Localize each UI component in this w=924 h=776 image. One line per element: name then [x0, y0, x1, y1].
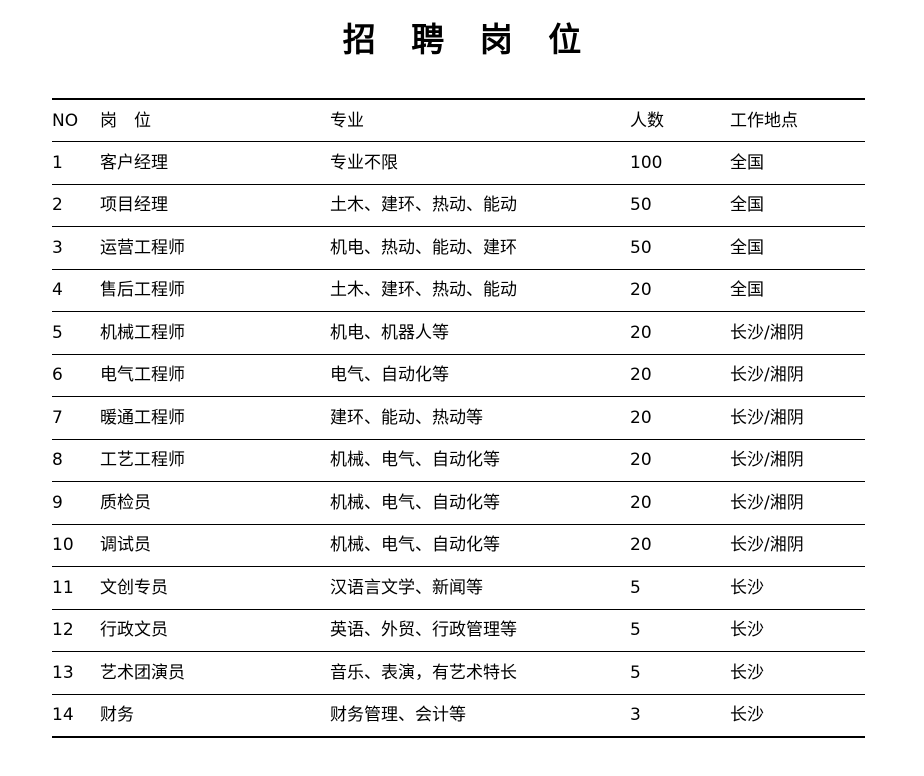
cell-no: 3 — [52, 226, 100, 270]
table-row: 13 艺术团演员 音乐、表演，有艺术特长 5 长沙 — [52, 651, 865, 695]
cell-location: 长沙 — [730, 566, 865, 610]
cell-no: 4 — [52, 268, 100, 312]
cell-count: 50 — [630, 183, 730, 227]
cell-no: 14 — [52, 693, 100, 738]
table-body: 1 客户经理 专业不限 100 全国 2 项目经理 土木、建环、热动、能动 50 全国 3 运营工程师… — [52, 141, 865, 738]
cell-major: 土木、建环、热动、能动 — [330, 268, 630, 312]
cell-post: 机械工程师 — [100, 311, 330, 355]
cell-major: 音乐、表演，有艺术特长 — [330, 651, 630, 695]
cell-no: 1 — [52, 141, 100, 185]
cell-count: 20 — [630, 438, 730, 482]
table-row: 9 质检员 机械、电气、自动化等 20 长沙/湘阴 — [52, 481, 865, 525]
column-header-post-char2: 位 — [134, 110, 151, 131]
cell-post: 行政文员 — [100, 608, 330, 652]
table-row: 12 行政文员 英语、外贸、行政管理等 5 长沙 — [52, 608, 865, 652]
cell-post: 电气工程师 — [100, 353, 330, 397]
cell-count: 5 — [630, 608, 730, 652]
cell-major: 汉语言文学、新闻等 — [330, 566, 630, 610]
cell-no: 8 — [52, 438, 100, 482]
cell-location: 长沙/湘阴 — [730, 353, 865, 397]
cell-post: 暖通工程师 — [100, 396, 330, 440]
cell-no: 11 — [52, 566, 100, 610]
cell-count: 50 — [630, 226, 730, 270]
column-header-post: 岗位 — [100, 98, 330, 142]
cell-location: 长沙/湘阴 — [730, 438, 865, 482]
cell-post: 运营工程师 — [100, 226, 330, 270]
table-header-row: NO 岗位 专业 人数 工作地点 — [52, 98, 865, 142]
cell-count: 3 — [630, 693, 730, 738]
column-header-post-char1: 岗 — [100, 110, 117, 131]
cell-major: 建环、能动、热动等 — [330, 396, 630, 440]
cell-count: 20 — [630, 353, 730, 397]
cell-post: 质检员 — [100, 481, 330, 525]
cell-location: 长沙/湘阴 — [730, 311, 865, 355]
cell-post: 工艺工程师 — [100, 438, 330, 482]
cell-major: 机电、热动、能动、建环 — [330, 226, 630, 270]
table-row: 6 电气工程师 电气、自动化等 20 长沙/湘阴 — [52, 353, 865, 397]
cell-count: 20 — [630, 311, 730, 355]
table-row: 7 暖通工程师 建环、能动、热动等 20 长沙/湘阴 — [52, 396, 865, 440]
cell-count: 5 — [630, 651, 730, 695]
table-row: 4 售后工程师 土木、建环、热动、能动 20 全国 — [52, 268, 865, 312]
cell-location: 长沙 — [730, 608, 865, 652]
recruitment-table: NO 岗位 专业 人数 工作地点 1 客户经理 专业不限 100 全国 2 项目经理 土木、建… — [52, 98, 865, 738]
cell-major: 英语、外贸、行政管理等 — [330, 608, 630, 652]
cell-location: 全国 — [730, 268, 865, 312]
table-header: NO 岗位 专业 人数 工作地点 — [52, 98, 865, 142]
cell-no: 9 — [52, 481, 100, 525]
table-row: 8 工艺工程师 机械、电气、自动化等 20 长沙/湘阴 — [52, 438, 865, 482]
cell-major: 机电、机器人等 — [330, 311, 630, 355]
table-row: 2 项目经理 土木、建环、热动、能动 50 全国 — [52, 183, 865, 227]
cell-major: 专业不限 — [330, 141, 630, 185]
table-row: 1 客户经理 专业不限 100 全国 — [52, 141, 865, 185]
cell-post: 财务 — [100, 693, 330, 738]
cell-major: 电气、自动化等 — [330, 353, 630, 397]
page-title: 招 聘 岗 位 — [342, 20, 594, 59]
cell-major: 土木、建环、热动、能动 — [330, 183, 630, 227]
recruitment-table-container: NO 岗位 专业 人数 工作地点 1 客户经理 专业不限 100 全国 2 项目经理 土木、建… — [52, 98, 865, 738]
cell-no: 6 — [52, 353, 100, 397]
column-header-major: 专业 — [330, 98, 630, 142]
cell-count: 20 — [630, 481, 730, 525]
cell-no: 7 — [52, 396, 100, 440]
table-row: 5 机械工程师 机电、机器人等 20 长沙/湘阴 — [52, 311, 865, 355]
cell-post: 文创专员 — [100, 566, 330, 610]
cell-location: 全国 — [730, 183, 865, 227]
cell-post: 调试员 — [100, 523, 330, 567]
cell-no: 10 — [52, 523, 100, 567]
table-row: 11 文创专员 汉语言文学、新闻等 5 长沙 — [52, 566, 865, 610]
cell-major: 机械、电气、自动化等 — [330, 523, 630, 567]
cell-location: 长沙/湘阴 — [730, 481, 865, 525]
cell-major: 财务管理、会计等 — [330, 693, 630, 738]
cell-location: 长沙 — [730, 651, 865, 695]
cell-no: 2 — [52, 183, 100, 227]
cell-count: 20 — [630, 396, 730, 440]
cell-post: 售后工程师 — [100, 268, 330, 312]
cell-post: 项目经理 — [100, 183, 330, 227]
cell-count: 5 — [630, 566, 730, 610]
cell-location: 长沙/湘阴 — [730, 396, 865, 440]
cell-no: 5 — [52, 311, 100, 355]
column-header-count: 人数 — [630, 98, 730, 142]
column-header-no: NO — [52, 98, 100, 142]
cell-count: 20 — [630, 268, 730, 312]
cell-no: 12 — [52, 608, 100, 652]
cell-location: 长沙 — [730, 693, 865, 738]
cell-no: 13 — [52, 651, 100, 695]
cell-location: 长沙/湘阴 — [730, 523, 865, 567]
table-row: 14 财务 财务管理、会计等 3 长沙 — [52, 693, 865, 738]
cell-location: 全国 — [730, 226, 865, 270]
cell-location: 全国 — [730, 141, 865, 185]
cell-post: 艺术团演员 — [100, 651, 330, 695]
column-header-location: 工作地点 — [730, 98, 865, 142]
cell-major: 机械、电气、自动化等 — [330, 438, 630, 482]
cell-major: 机械、电气、自动化等 — [330, 481, 630, 525]
table-row: 10 调试员 机械、电气、自动化等 20 长沙/湘阴 — [52, 523, 865, 567]
cell-count: 20 — [630, 523, 730, 567]
table-row: 3 运营工程师 机电、热动、能动、建环 50 全国 — [52, 226, 865, 270]
cell-count: 100 — [630, 141, 730, 185]
cell-post: 客户经理 — [100, 141, 330, 185]
